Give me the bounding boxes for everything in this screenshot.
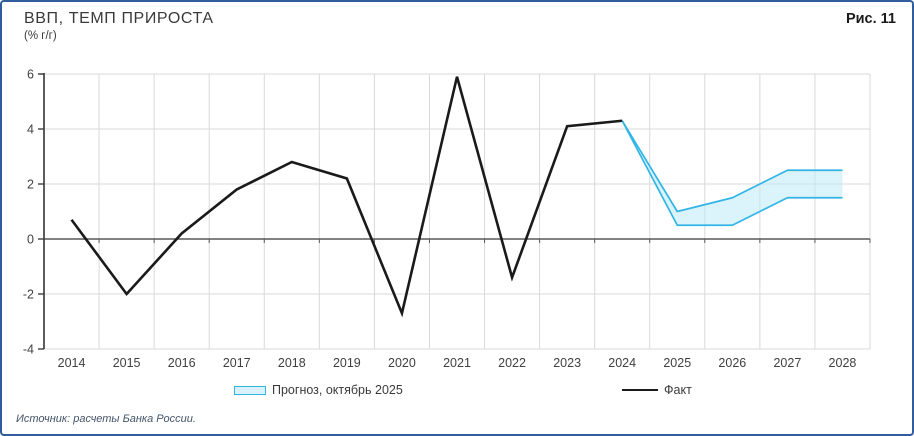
svg-text:2026: 2026: [718, 356, 746, 370]
svg-text:2014: 2014: [58, 356, 86, 370]
svg-text:6: 6: [27, 68, 34, 82]
svg-text:2028: 2028: [829, 356, 857, 370]
source-note: Источник: расчеты Банка России.: [16, 413, 196, 425]
svg-text:2015: 2015: [113, 356, 141, 370]
forecast-band-swatch: [234, 385, 266, 395]
svg-text:2022: 2022: [498, 356, 526, 370]
svg-text:2025: 2025: [663, 356, 691, 370]
svg-text:2023: 2023: [553, 356, 581, 370]
page-title: ВВП, ТЕМП ПРИРОСТА: [24, 10, 214, 27]
svg-text:2: 2: [27, 178, 34, 192]
svg-text:2024: 2024: [608, 356, 636, 370]
fact-line-swatch: [622, 389, 658, 391]
legend-forecast-label: Прогноз, октябрь 2025: [272, 383, 403, 397]
legend-fact-label: Факт: [664, 383, 692, 397]
svg-text:-4: -4: [23, 343, 34, 357]
svg-text:2016: 2016: [168, 356, 196, 370]
svg-text:2021: 2021: [443, 356, 471, 370]
svg-text:2019: 2019: [333, 356, 361, 370]
legend-item-fact: Факт: [622, 381, 692, 399]
svg-text:4: 4: [27, 123, 34, 137]
svg-text:2018: 2018: [278, 356, 306, 370]
svg-text:-2: -2: [23, 288, 34, 302]
figure-number-label: Рис. 11: [845, 11, 896, 27]
svg-text:2017: 2017: [223, 356, 251, 370]
legend-item-forecast: Прогноз, октябрь 2025: [234, 381, 403, 399]
chart-legend: Прогноз, октябрь 2025 Факт: [2, 381, 912, 401]
svg-text:0: 0: [27, 233, 34, 247]
svg-text:2020: 2020: [388, 356, 416, 370]
chart-units-label: (% г/г): [24, 30, 57, 42]
svg-text:2027: 2027: [773, 356, 801, 370]
